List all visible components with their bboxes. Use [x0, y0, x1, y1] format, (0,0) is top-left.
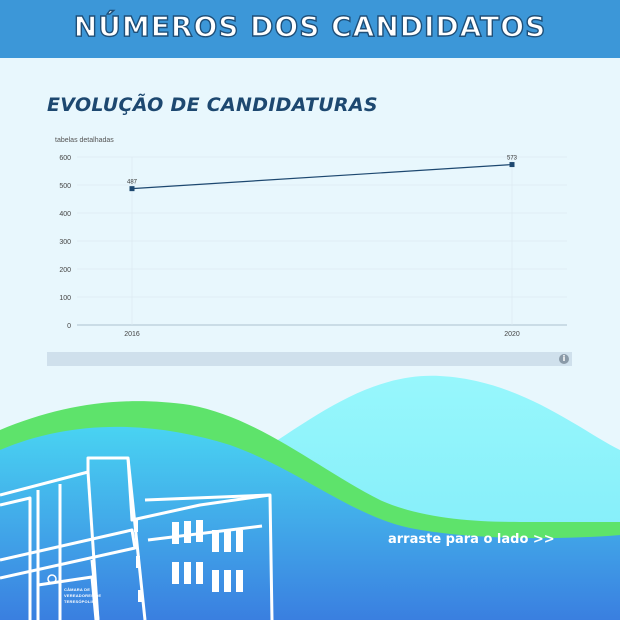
- header-bar: NÚMEROS DOS CANDIDATOS: [0, 0, 620, 58]
- chart-caption: tabelas detalhadas: [55, 137, 114, 144]
- line-chart: tabelas detalhadas 0 100 200 300 400 500 600 201…: [47, 130, 575, 350]
- y-tick-label: 600: [59, 155, 71, 162]
- data-point: [509, 162, 515, 168]
- page-title: NÚMEROS DOS CANDIDATOS: [73, 9, 547, 43]
- building-sign-line-3: TERESÓPOLIS: [64, 599, 95, 604]
- y-tick-label: 400: [59, 211, 71, 218]
- building-windows: [134, 520, 243, 602]
- info-icon[interactable]: i: [559, 354, 569, 364]
- chart-svg: tabelas detalhadas 0 100 200 300 400 500 600 201…: [55, 137, 567, 338]
- building-sign-line-2: VEREADORES DE: [64, 593, 102, 598]
- chart-info-bar: i: [47, 352, 572, 366]
- swipe-hint[interactable]: arraste para o lado >>: [388, 532, 555, 547]
- data-label: 573: [507, 156, 518, 162]
- building-illustration: [0, 456, 274, 620]
- x-tick-label: 2020: [504, 331, 520, 338]
- y-tick-label: 300: [59, 239, 71, 246]
- series-line: [131, 163, 513, 190]
- data-label: 487: [127, 180, 138, 186]
- building-emblem: [47, 574, 57, 584]
- blue-base: [0, 426, 620, 620]
- y-tick-label: 200: [59, 267, 71, 274]
- x-tick-label: 2016: [124, 331, 140, 338]
- y-tick-label: 500: [59, 183, 71, 190]
- data-point: [129, 186, 135, 192]
- y-tick-label: 0: [67, 323, 71, 330]
- building-sign-line-1: CÂMARA DE: [64, 587, 91, 592]
- section-title: EVOLUÇÃO DE CANDIDATURAS: [47, 94, 378, 116]
- y-tick-label: 100: [59, 295, 71, 302]
